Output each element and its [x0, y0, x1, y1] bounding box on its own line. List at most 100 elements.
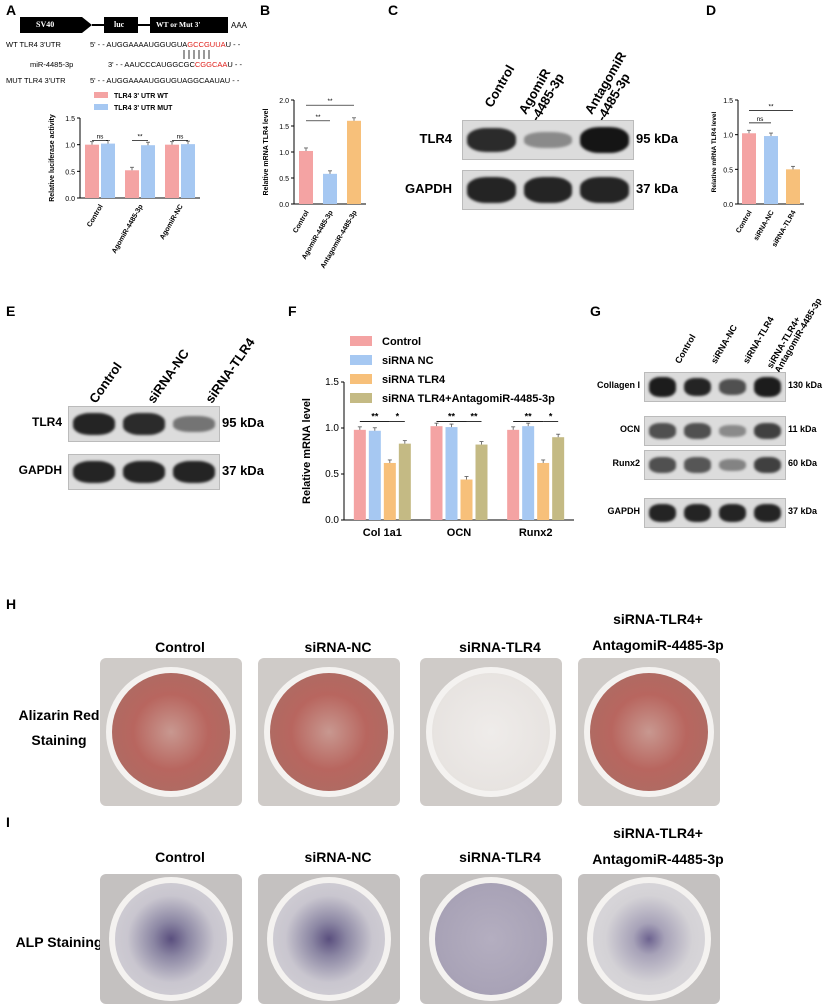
blot-band — [523, 132, 573, 148]
legend-label-wt: TLR4 3' UTR WT — [114, 93, 169, 100]
panel-label-c: C — [388, 2, 399, 18]
well-stain — [112, 673, 230, 791]
well-photo — [420, 658, 562, 806]
protein-label: Collagen I — [596, 379, 640, 390]
lane-label: Control — [481, 62, 518, 110]
lane-label: Control — [672, 332, 698, 366]
blot-band — [684, 377, 711, 397]
y-axis-label: Relative mRNA level — [301, 398, 313, 504]
kda-label: 37 kDa — [636, 180, 678, 196]
wt-utr-label: WT TLR4 3'UTR — [6, 40, 61, 49]
y-tick-label: 2.0 — [279, 98, 289, 105]
y-tick-label: 1.5 — [723, 98, 733, 105]
protein-label: TLR4 — [419, 130, 453, 146]
y-tick-label: 0.0 — [325, 515, 339, 526]
sig-label: ns — [177, 133, 185, 140]
polya-label: AAA — [231, 21, 248, 30]
protein-label: Runx2 — [612, 457, 640, 468]
pairing-lines — [183, 50, 210, 59]
panel-label-b: B — [260, 2, 271, 18]
blot-band — [173, 460, 215, 484]
sig-label: ** — [525, 412, 533, 422]
blot-band — [123, 412, 165, 435]
chart-a-luciferase: 0.0 0.5 1.0 1.5 Relative luciferase activity… — [49, 92, 200, 255]
y-tick-label: 1.0 — [325, 423, 339, 434]
blot-strip — [68, 454, 220, 490]
x-tick-label: Control — [292, 209, 311, 234]
lane-label: siRNA-NC — [708, 322, 740, 366]
kda-label: 11 kDa — [788, 423, 817, 434]
blot-band — [467, 127, 516, 153]
x-tick-label: Control — [86, 203, 105, 228]
lane-label: Control — [86, 359, 125, 406]
blot-band — [719, 425, 746, 437]
blot-band — [754, 503, 781, 523]
y-tick-label: 0.5 — [279, 176, 289, 183]
chart-b-tlr4-mrna: 0.0 0.5 1.0 1.5 2.0 Relative mRNA TLR4 level C… — [263, 98, 366, 270]
protein-label: GAPDH — [405, 180, 452, 196]
blot-g: Control siRNA-NC siRNA-TLR4 siRNA-TLR4+ Ant… — [590, 296, 825, 530]
row-label: Alizarin Red Staining — [18, 707, 100, 748]
blot-band — [649, 457, 676, 473]
y-tick-label: 1.0 — [723, 133, 733, 140]
legend-label-mut: TLR4 3' UTR MUT — [114, 105, 173, 112]
lane-label: siRNA-NC — [144, 346, 192, 406]
blot-c: Control AgomiR -4485-3p AntagomiR -4485-3p… — [392, 0, 692, 215]
lane-label: siRNA-TLR4+ AntagomiR-4485-3p — [764, 296, 824, 375]
x-tick-label: AgomiR-NC — [159, 204, 185, 242]
bar — [125, 170, 139, 198]
y-tick-label: 1.0 — [279, 150, 289, 157]
legend-label: siRNA NC — [382, 355, 434, 367]
bar — [507, 429, 520, 520]
mut-utr-label: MUT TLR4 3'UTR — [6, 76, 66, 85]
x-tick-label: Col 1a1 — [363, 527, 402, 539]
bar — [299, 150, 313, 204]
bar — [430, 426, 443, 520]
condition-header: siRNA-TLR4+ AntagomiR-4485-3p — [592, 611, 724, 653]
luc-label: luc — [114, 20, 125, 29]
mir-seq: 3' - - AAUCCCAUGGCGCCGGCAAU - - — [108, 60, 242, 69]
y-tick-label: 1.5 — [325, 377, 339, 388]
blot-band — [73, 412, 115, 436]
bar — [181, 144, 195, 198]
blot-band — [684, 457, 711, 473]
panel-label-e: E — [6, 303, 16, 319]
blot-strip — [462, 170, 634, 210]
condition-header: siRNA-NC — [304, 849, 372, 865]
blot-strip — [644, 450, 786, 480]
kda-label: 60 kDa — [788, 457, 818, 468]
protein-label: GAPDH — [607, 505, 640, 516]
panel-label-d: D — [706, 2, 717, 18]
blot-band — [754, 377, 781, 397]
condition-header: Control — [155, 639, 205, 655]
lane-label: AntagomiR -4485-3p — [581, 49, 633, 124]
protein-label: TLR4 — [32, 415, 62, 429]
well-photo — [258, 658, 400, 806]
well-photo — [578, 658, 720, 806]
bar — [323, 173, 337, 204]
well-stain — [115, 883, 227, 995]
x-tick-label: siRNA-NC — [753, 210, 776, 242]
sv40-label: SV40 — [36, 20, 55, 29]
condition-header: siRNA-NC — [304, 639, 372, 655]
wt-mut-label: WT or Mut 3' — [156, 20, 201, 29]
legend-swatch-wt — [94, 92, 108, 98]
bar — [398, 443, 411, 520]
sig-label: ns — [757, 116, 765, 123]
y-tick-label: 0.5 — [723, 167, 733, 174]
construct-diagram — [20, 17, 228, 33]
kda-label: 130 kDa — [788, 379, 823, 390]
chart-f-osteo-mrna: 0.0 0.5 1.0 1.5 Relative mRNA level Col 1a1 OC… — [301, 336, 574, 539]
x-tick-label: siRNA-TLR4 — [771, 209, 798, 248]
legend-swatch — [350, 355, 372, 365]
sig-label: ** — [327, 98, 333, 105]
panel-label-i: I — [6, 814, 10, 830]
bar — [764, 136, 778, 204]
panel-label-f: F — [288, 303, 297, 319]
sig-label: ** — [315, 114, 321, 121]
bar — [368, 430, 381, 520]
alizarin-red-panel: Alizarin Red Staining Control siRNA-NC siRN… — [0, 600, 825, 810]
well-photo — [100, 874, 242, 1004]
bar — [85, 144, 99, 198]
panel-label-h: H — [6, 596, 17, 612]
